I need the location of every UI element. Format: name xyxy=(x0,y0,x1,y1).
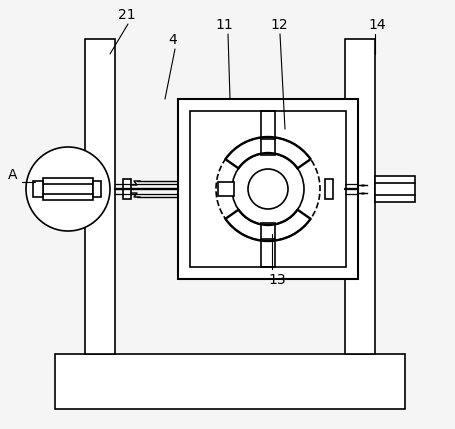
Text: 14: 14 xyxy=(368,18,386,32)
Bar xyxy=(85,39,115,354)
Text: 11: 11 xyxy=(215,18,233,32)
Bar xyxy=(325,179,333,199)
Text: 12: 12 xyxy=(270,18,288,32)
Bar xyxy=(190,111,346,267)
Bar xyxy=(123,179,131,199)
Bar xyxy=(178,99,358,279)
Text: 21: 21 xyxy=(118,8,136,22)
Bar xyxy=(43,178,93,200)
Text: 13: 13 xyxy=(268,273,286,287)
Bar xyxy=(93,181,101,197)
Bar xyxy=(55,354,405,409)
Bar xyxy=(33,181,43,197)
Bar xyxy=(375,176,415,202)
Bar xyxy=(261,223,275,239)
Text: 4: 4 xyxy=(168,33,177,47)
Bar xyxy=(261,139,275,155)
Text: A: A xyxy=(8,168,17,182)
Bar xyxy=(345,39,375,354)
Circle shape xyxy=(26,147,110,231)
Bar xyxy=(218,182,234,196)
